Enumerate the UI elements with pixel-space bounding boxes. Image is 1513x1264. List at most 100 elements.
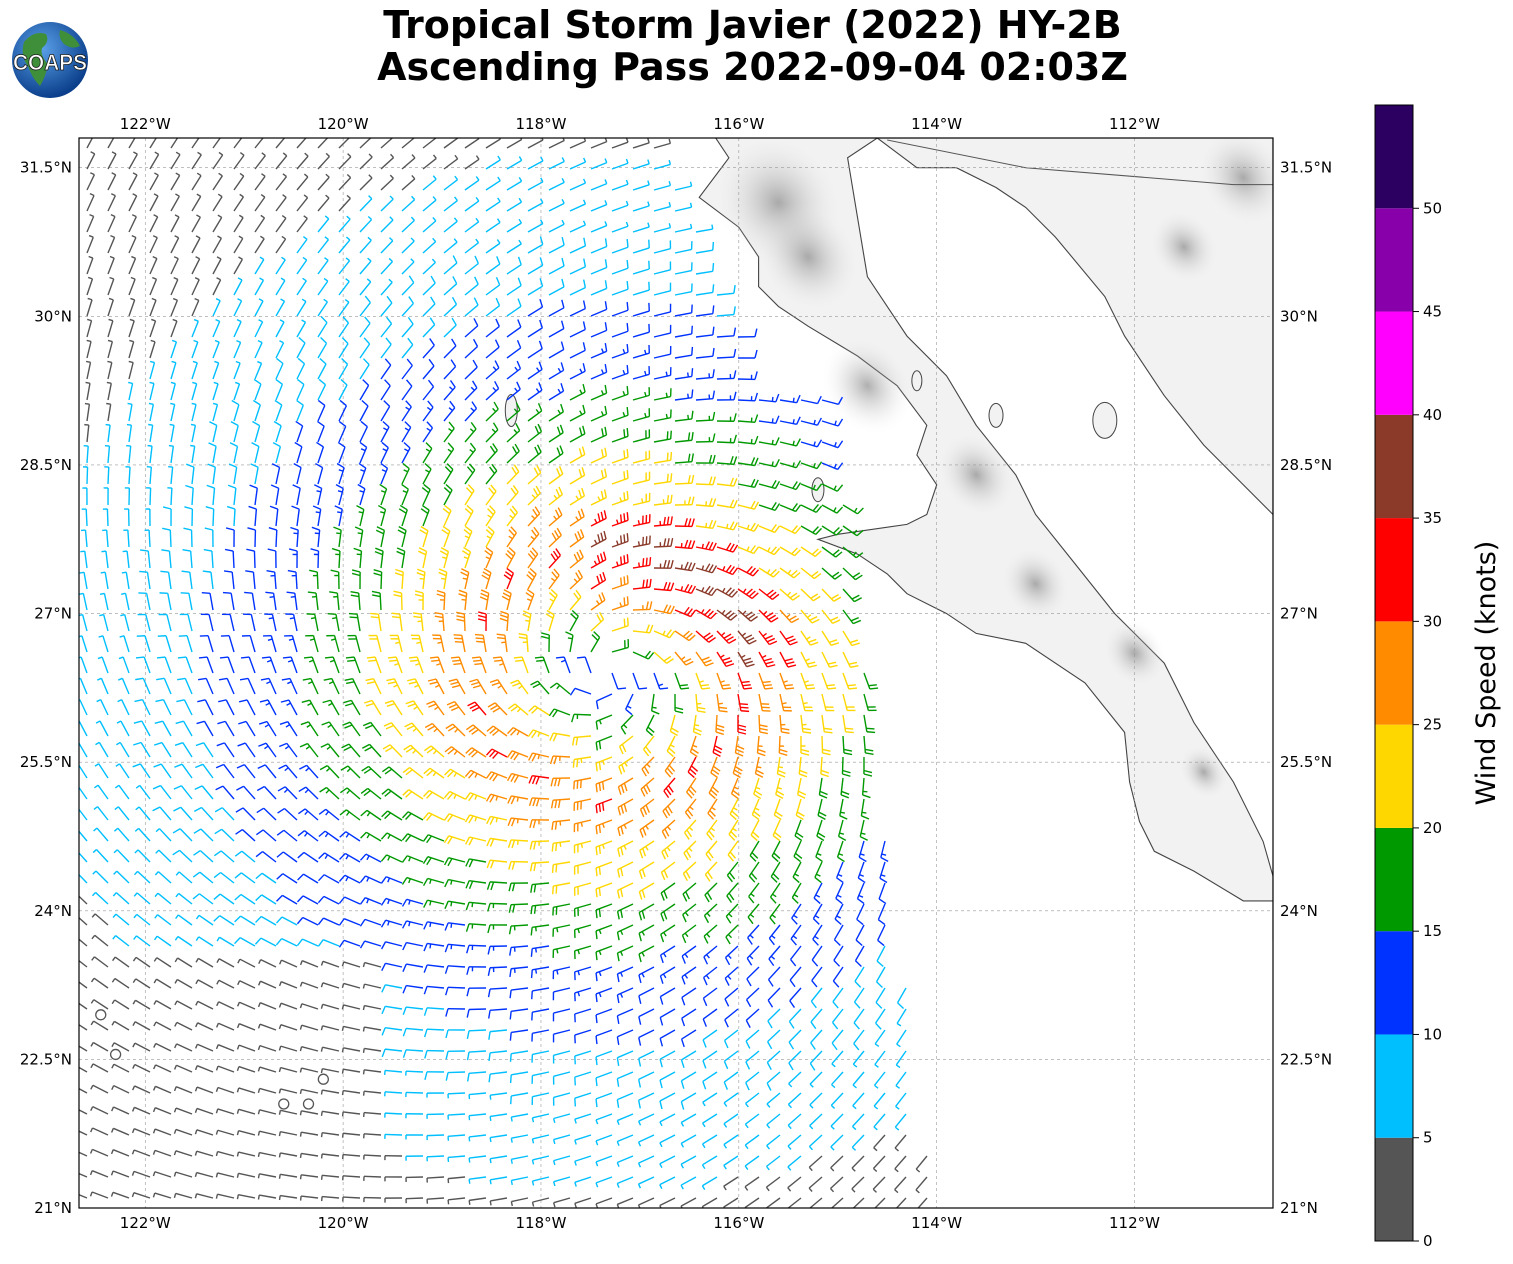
- wind-barb-flag: [666, 495, 670, 504]
- wind-barb-staff: [212, 196, 223, 212]
- wind-barb-staff: [674, 333, 692, 338]
- wind-barb: [401, 138, 416, 149]
- wind-barb-flag: [597, 513, 601, 522]
- wind-barb-flag: [396, 547, 405, 552]
- wind-barb-staff: [275, 446, 282, 464]
- wind-barb: [107, 297, 114, 317]
- wind-barb-flag: [481, 574, 490, 581]
- wind-barb-flag: [691, 389, 694, 398]
- wind-barb-flag: [439, 550, 448, 556]
- wind-barb-half-flag: [261, 152, 266, 157]
- wind-barb-half-flag: [557, 409, 561, 415]
- wind-barb-flag: [266, 569, 275, 573]
- wind-barb-staff: [611, 393, 629, 401]
- wind-barb: [296, 378, 305, 401]
- wind-barb-staff: [338, 446, 346, 464]
- wind-barb-flag: [837, 396, 844, 405]
- wind-barb: [422, 258, 436, 275]
- wind-barb: [527, 219, 544, 233]
- wind-barb-flag: [749, 567, 756, 575]
- wind-barb-flag: [580, 508, 585, 517]
- wind-barb: [590, 426, 608, 443]
- wind-barb-flag: [537, 423, 543, 432]
- wind-barb-flag: [754, 349, 758, 359]
- wind-barb-flag: [733, 391, 737, 400]
- wind-barb: [464, 442, 477, 464]
- wind-barb-staff: [296, 425, 304, 443]
- wind-barb-flag: [516, 340, 522, 349]
- wind-barb-flag: [579, 427, 583, 436]
- wind-barb-flag: [282, 656, 292, 659]
- wind-barb: [590, 468, 608, 485]
- wind-barb-staff: [84, 551, 88, 569]
- wind-barb: [506, 138, 523, 149]
- wind-barb: [695, 476, 716, 486]
- wind-barb-half-flag: [475, 238, 480, 244]
- wind-barb-half-flag: [668, 159, 672, 165]
- wind-barb-flag: [753, 523, 760, 532]
- wind-barb-staff: [653, 248, 671, 254]
- wind-barb-flag: [687, 518, 692, 527]
- wind-barb-staff: [84, 530, 88, 548]
- wind-barb-half-flag: [316, 490, 322, 493]
- wind-barb: [191, 256, 201, 275]
- wind-barb-staff: [359, 384, 370, 401]
- wind-barb-staff: [590, 287, 607, 296]
- wind-barb: [167, 487, 173, 506]
- wind-barb: [653, 367, 672, 380]
- wind-barb-flag: [177, 656, 187, 659]
- wind-barb-half-flag: [337, 490, 343, 493]
- wind-barb-half-flag: [107, 339, 113, 343]
- wind-barb-staff: [296, 363, 306, 380]
- wind-barb: [128, 235, 137, 254]
- wind-barb-staff: [317, 342, 328, 359]
- wind-barb-half-flag: [625, 200, 629, 206]
- wind-barb-half-flag: [520, 138, 523, 140]
- wind-barb-flag: [485, 546, 494, 553]
- wind-barb-staff: [254, 155, 266, 170]
- wind-barb-flag: [733, 327, 737, 336]
- wind-barb: [800, 395, 822, 405]
- wind-barb-half-flag: [239, 193, 244, 198]
- wind-barb-flag: [347, 659, 356, 662]
- wind-barb: [506, 277, 522, 296]
- wind-barb-staff: [254, 508, 258, 527]
- wind-barb-flag: [504, 571, 513, 578]
- wind-barb: [485, 443, 498, 464]
- wind-barb: [271, 463, 281, 485]
- wind-barb-flag: [370, 612, 379, 615]
- wind-barb-half-flag: [358, 511, 364, 514]
- wind-barb-half-flag: [305, 132, 308, 135]
- wind-barb-flag: [599, 553, 604, 562]
- wind-barb: [128, 339, 135, 359]
- wind-barb-half-flag: [485, 556, 491, 560]
- wind-barb-half-flag: [238, 256, 243, 260]
- wind-barb: [443, 359, 457, 380]
- wind-barb-flag: [316, 441, 324, 448]
- wind-barb-half-flag: [110, 214, 116, 218]
- wind-barb-flag: [430, 275, 436, 284]
- wind-barb-flag: [317, 399, 326, 406]
- wind-barb: [122, 550, 130, 569]
- wind-barb-staff: [380, 571, 383, 590]
- wind-barb-staff: [338, 218, 351, 233]
- wind-barb: [86, 151, 96, 170]
- wind-barb-flag: [691, 540, 696, 549]
- wind-barb-flag: [712, 454, 716, 464]
- wind-barb-staff: [128, 138, 136, 149]
- wind-barb-staff: [254, 138, 264, 149]
- wind-barb: [146, 487, 152, 506]
- wind-barb: [611, 138, 629, 149]
- wind-barb-staff: [86, 404, 91, 422]
- wind-barb-half-flag: [212, 402, 218, 406]
- wind-barb: [464, 297, 479, 317]
- wind-barb-flag: [426, 421, 433, 429]
- wind-barb-flag: [492, 656, 502, 659]
- wind-barb-half-flag: [432, 216, 437, 222]
- wind-barb-staff: [127, 529, 130, 548]
- wind-barb: [229, 442, 239, 464]
- wind-barb-staff: [296, 138, 307, 149]
- wind-barb: [695, 498, 717, 508]
- wind-barb-half-flag: [553, 515, 558, 520]
- terrain-shading: [1198, 138, 1273, 226]
